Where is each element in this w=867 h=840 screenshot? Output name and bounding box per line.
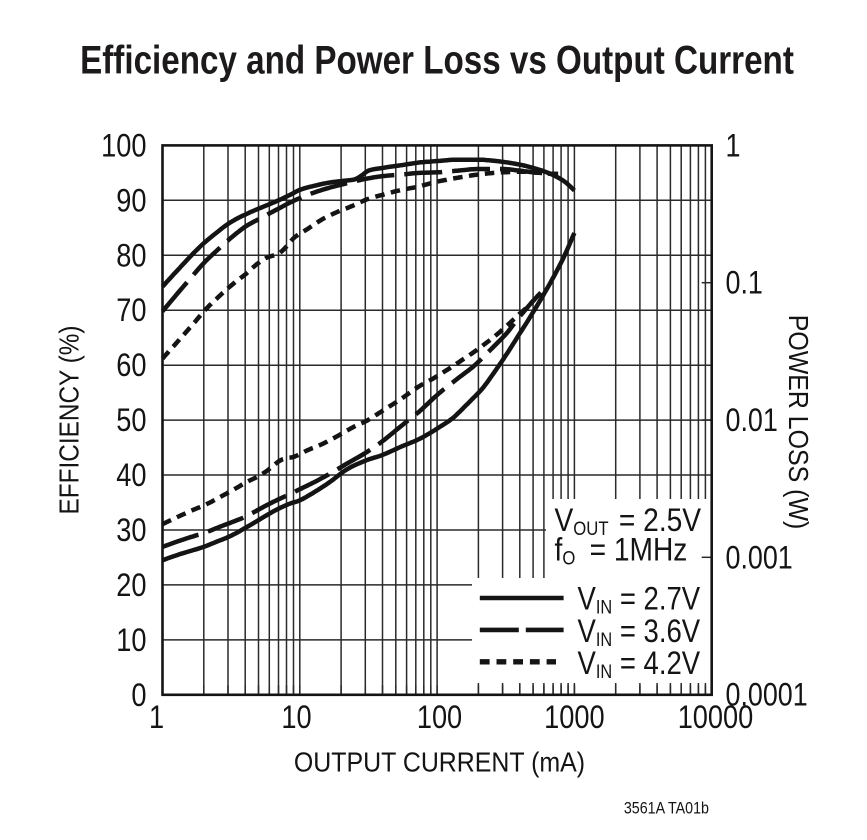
svg-text:EFFICIENCY (%): EFFICIENCY (%)	[53, 326, 85, 515]
svg-text:1: 1	[726, 128, 741, 164]
svg-text:0.001: 0.001	[726, 540, 793, 576]
svg-text:3561A TA01b: 3561A TA01b	[624, 799, 709, 817]
svg-text:OUTPUT CURRENT (mA): OUTPUT CURRENT (mA)	[294, 746, 585, 778]
svg-text:POWER LOSS (W): POWER LOSS (W)	[783, 315, 815, 530]
svg-text:VIN = 4.2V: VIN = 4.2V	[578, 646, 701, 682]
svg-text:90: 90	[116, 183, 146, 219]
svg-text:20: 20	[116, 568, 146, 604]
svg-text:10000: 10000	[678, 700, 754, 736]
svg-text:30: 30	[116, 513, 146, 549]
svg-text:0: 0	[131, 678, 146, 714]
svg-text:60: 60	[116, 348, 146, 384]
svg-text:70: 70	[116, 293, 146, 329]
svg-text:Efficiency and Power Loss vs O: Efficiency and Power Loss vs Output Curr…	[80, 38, 794, 83]
svg-text:10: 10	[281, 700, 311, 736]
svg-text:50: 50	[116, 403, 146, 439]
svg-text:1000: 1000	[544, 700, 604, 736]
svg-text:80: 80	[116, 238, 146, 274]
svg-text:100: 100	[417, 700, 462, 736]
svg-text:100: 100	[101, 128, 146, 164]
svg-text:1: 1	[149, 700, 164, 736]
svg-text:0.01: 0.01	[726, 403, 778, 439]
svg-text:40: 40	[116, 458, 146, 494]
svg-text:0.0001: 0.0001	[726, 677, 808, 713]
svg-text:0.1: 0.1	[726, 266, 763, 302]
svg-text:10: 10	[116, 623, 146, 659]
